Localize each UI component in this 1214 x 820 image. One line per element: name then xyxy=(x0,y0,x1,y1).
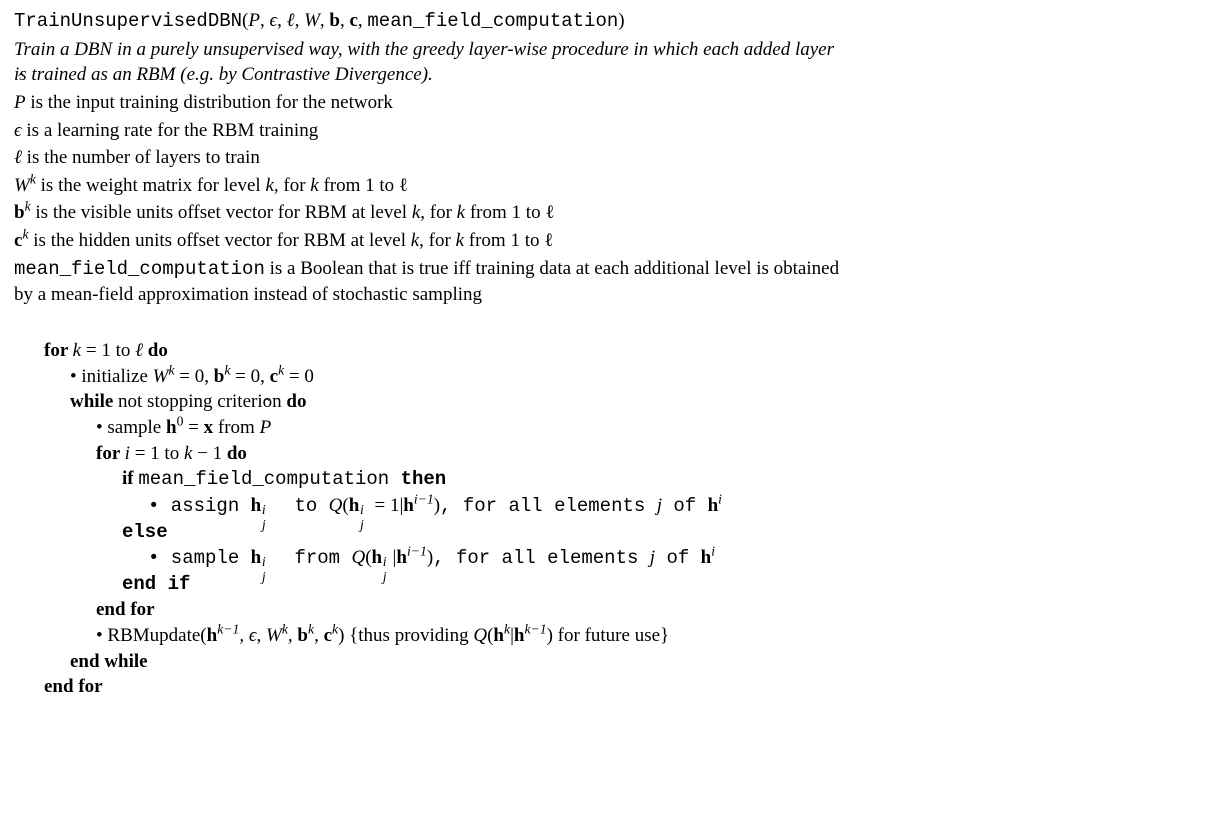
line-else: else xyxy=(44,520,1200,546)
bullet-sample: • sample xyxy=(148,547,251,569)
text-of-2: of xyxy=(655,547,701,569)
spacer xyxy=(14,310,1200,338)
fn-args-close: ) xyxy=(618,10,624,31)
text-forall: , for all elements xyxy=(440,495,657,517)
kw-then: then xyxy=(389,468,446,490)
param-ell: ℓ is the number of layers to train xyxy=(14,145,1200,171)
param-phat: ˆP is the input training distribution fo… xyxy=(14,90,1200,116)
function-signature: TrainUnsupervisedDBN(ˆP, ϵ, ℓ, W, b, c, … xyxy=(14,8,1200,35)
param-b-text5: from 1 to ℓ xyxy=(465,202,554,223)
line-for-i: for i = 1 to k − 1 do xyxy=(44,441,1200,467)
param-c: ck is the hidden units offset vector for… xyxy=(14,228,1200,254)
text-of: of xyxy=(662,495,708,517)
line-rbmupdate: • RBMupdate(hk−1, ϵ, Wk, bk, ck) {thus p… xyxy=(44,623,1200,649)
while-cond: not stopping criterion xyxy=(113,391,286,412)
fn-name: TrainUnsupervisedDBN xyxy=(14,10,242,32)
param-W-text3: , for xyxy=(274,175,310,196)
line-endfor-inner: end for xyxy=(44,597,1200,623)
line-init: • initialize Wk = 0, bk = 0, ck = 0 xyxy=(44,364,1200,390)
kw-do-3: do xyxy=(227,443,247,464)
bullet-assign: • assign xyxy=(148,495,251,517)
text-to: to xyxy=(283,495,329,517)
param-b: bk is the visible units offset vector fo… xyxy=(14,200,1200,226)
line-endfor-outer: end for xyxy=(44,674,1200,700)
kw-for: for xyxy=(44,340,73,361)
text-forall-2: , for all elements xyxy=(433,547,650,569)
param-W: Wk is the weight matrix for level k, for… xyxy=(14,173,1200,199)
fn-arg-mfc: mean_field_computation xyxy=(367,10,618,32)
kw-while: while xyxy=(70,391,113,412)
pseudocode-block: for k = 1 to ℓ do • initialize Wk = 0, b… xyxy=(14,338,1200,700)
param-mfc-text2: by a mean-field approximation instead of… xyxy=(14,282,1200,308)
param-W-text: is the weight matrix for level xyxy=(36,175,266,196)
line-assign: • assign hij to Q(hij = 1|hi−1), for all… xyxy=(44,493,1200,520)
bullet-sample-h0: • sample xyxy=(96,417,166,438)
param-W-text5: from 1 to ℓ xyxy=(319,175,408,196)
kw-if: if xyxy=(122,468,138,489)
fn-args-mid: , ϵ, ℓ, W, b, c, xyxy=(260,10,367,31)
phat-symbol: ˆP xyxy=(248,8,260,34)
param-c-text3: , for xyxy=(419,230,455,251)
line-sample-h0: • sample h0 = x from ˆP xyxy=(44,415,1200,441)
line-sample-hij: • sample hij from Q(hij|hi−1), for all e… xyxy=(44,545,1200,572)
param-c-text5: from 1 to ℓ xyxy=(464,230,553,251)
text-from: from xyxy=(213,417,259,438)
param-phat-text: is the input training distribution for t… xyxy=(26,92,393,113)
param-eps: ϵ is a learning rate for the RBM trainin… xyxy=(14,118,1200,144)
kw-for-2: for xyxy=(96,443,125,464)
kw-do: do xyxy=(148,340,168,361)
param-c-text: is the hidden units offset vector for RB… xyxy=(29,230,411,251)
line-endwhile: end while xyxy=(44,649,1200,675)
kw-do-2: do xyxy=(286,391,306,412)
param-mfc-text1: is a Boolean that is true iff training d… xyxy=(265,258,839,279)
line-while: while not stopping criterion do xyxy=(44,389,1200,415)
text-from-2: from xyxy=(283,547,351,569)
caption-line-2: is trained as an RBM (e.g. by Contrastiv… xyxy=(14,62,1200,88)
caption-line-1: Train a DBN in a purely unsupervised way… xyxy=(14,37,1200,63)
phat-symbol-2: ˆP xyxy=(14,90,26,116)
caption: Train a DBN in a purely unsupervised way… xyxy=(14,37,1200,88)
line-endif: end if xyxy=(44,572,1200,598)
param-b-text: is the visible units offset vector for R… xyxy=(31,202,412,223)
param-mfc: mean_field_computation is a Boolean that… xyxy=(14,256,1200,308)
line-for-k: for k = 1 to ℓ do xyxy=(44,338,1200,364)
line-if: if mean_field_computation then xyxy=(44,466,1200,493)
param-mfc-label: mean_field_computation xyxy=(14,258,265,280)
bullet-init: • initialize xyxy=(70,366,153,387)
if-cond: mean_field_computation xyxy=(138,468,389,490)
param-b-text3: , for xyxy=(420,202,456,223)
